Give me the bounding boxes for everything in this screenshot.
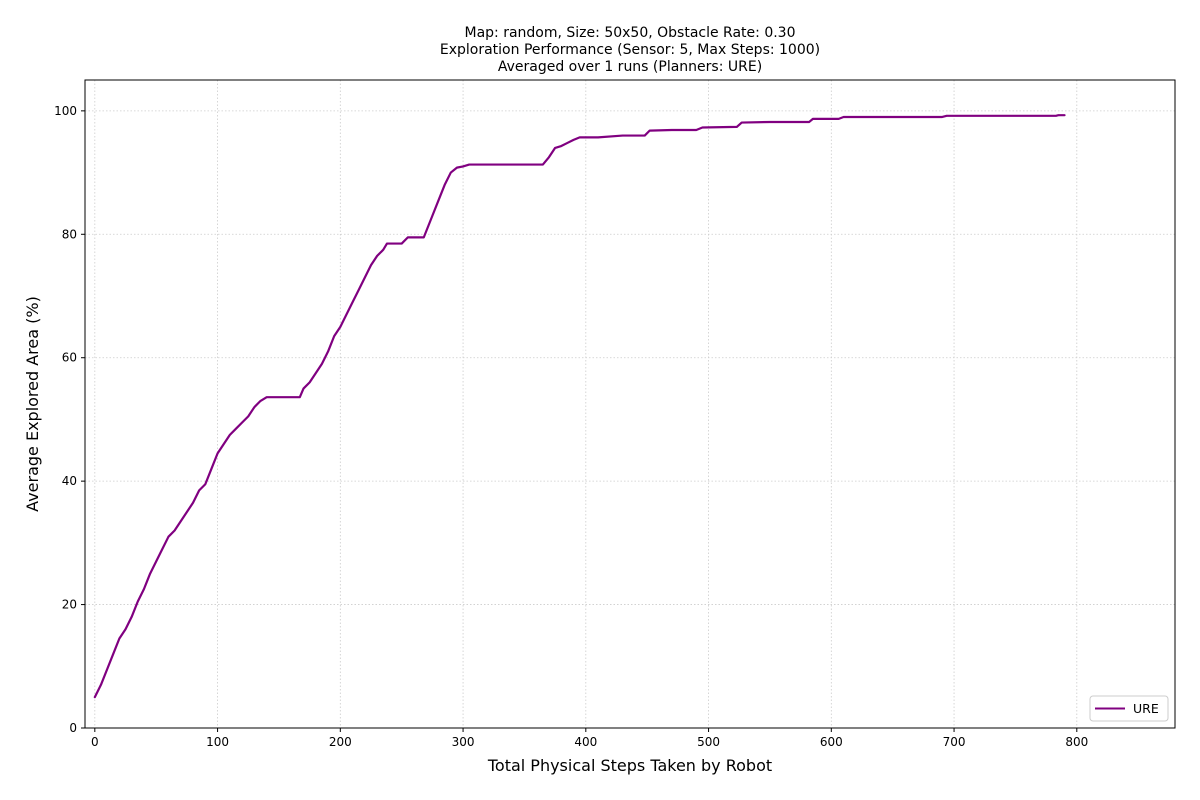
chart-title: Map: random, Size: 50x50, Obstacle Rate:… <box>440 25 820 75</box>
legend-box <box>1089 695 1169 722</box>
y-tick-label: 20 <box>62 598 77 612</box>
x-tick-label: 700 <box>943 735 966 749</box>
x-tick-label: 100 <box>206 735 229 749</box>
x-tick-label: 800 <box>1065 735 1088 749</box>
x-tick-label: 200 <box>329 735 352 749</box>
title-line-3: Averaged over 1 runs (Planners: URE) <box>498 59 762 75</box>
series-line-ure <box>93 114 1066 699</box>
series-lines <box>93 114 1066 699</box>
x-tick-label: 0 <box>91 735 99 749</box>
y-axis-label: Average Explored Area (%) <box>23 296 42 512</box>
gridlines <box>85 80 1175 729</box>
x-axis-ticks: 0 100 200 300 400 500 600 700 800 <box>91 728 1088 749</box>
y-axis-ticks: 0 20 40 60 80 100 <box>54 104 85 735</box>
y-tick-label: 0 <box>69 721 77 735</box>
legend: URE <box>1089 695 1169 722</box>
title-line-1: Map: random, Size: 50x50, Obstacle Rate:… <box>465 25 796 41</box>
y-tick-label: 80 <box>62 227 77 241</box>
y-tick-label: 40 <box>62 474 77 488</box>
x-tick-label: 300 <box>452 735 475 749</box>
x-tick-label: 400 <box>574 735 597 749</box>
title-line-2: Exploration Performance (Sensor: 5, Max … <box>440 42 820 58</box>
y-tick-label: 60 <box>62 351 77 365</box>
y-tick-label: 100 <box>54 104 77 118</box>
x-axis-label: Total Physical Steps Taken by Robot <box>487 756 772 775</box>
x-tick-label: 500 <box>697 735 720 749</box>
x-tick-label: 600 <box>820 735 843 749</box>
plot-frame <box>84 79 1176 729</box>
legend-label-ure: URE <box>1133 701 1159 716</box>
